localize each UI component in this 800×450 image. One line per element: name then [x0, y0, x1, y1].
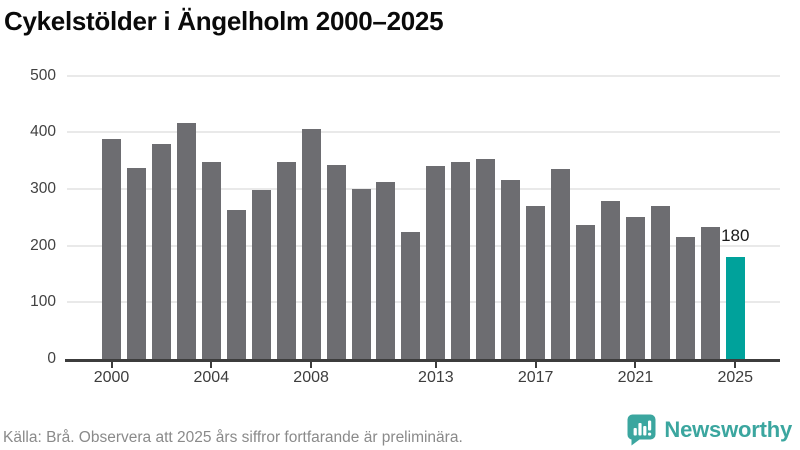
bar-2023	[675, 237, 695, 359]
y-axis-tick-label: 0	[47, 350, 56, 367]
x-axis-tick-label: 2025	[717, 369, 754, 386]
plot-area: 0 100 200 300 400 500 2000 2004 2008 2013 2017 2021…	[30, 66, 780, 386]
bar-2017	[526, 205, 546, 359]
bar-2012	[401, 232, 421, 359]
y-axis-tick-label: 100	[30, 293, 56, 311]
x-axis-tick	[634, 361, 637, 368]
bar-2013	[426, 165, 446, 359]
bar-2007	[276, 161, 296, 359]
y-gridline	[67, 131, 780, 134]
x-axis-tick	[210, 361, 213, 368]
bar-2001	[126, 167, 146, 359]
highlight-value-label: 180	[721, 225, 750, 245]
bar-2009	[326, 165, 346, 359]
bar-2025	[725, 256, 745, 359]
newsworthy-logo: Newsworthy	[626, 413, 792, 446]
x-axis-tick	[110, 361, 113, 368]
x-axis-tick-label: 2004	[193, 369, 230, 386]
bar-2011	[376, 181, 396, 359]
bar-2000	[102, 138, 121, 359]
bar-2002	[151, 143, 171, 359]
x-axis-tick	[434, 361, 437, 368]
source-note: Källa: Brå. Observera att 2025 års siffr…	[3, 429, 463, 446]
y-axis-tick-label: 500	[30, 66, 56, 84]
y-axis-tick-label: 400	[30, 123, 56, 141]
x-axis-line	[65, 359, 780, 362]
bar-2005	[226, 209, 246, 359]
y-gridline	[67, 74, 780, 77]
bar-2014	[451, 161, 471, 359]
y-gridline	[67, 301, 780, 304]
y-axis-tick-label: 200	[30, 236, 56, 254]
y-axis-tick-label: 300	[30, 179, 56, 197]
bar-2020	[601, 201, 620, 359]
x-axis-tick	[734, 361, 737, 368]
bar-2018	[551, 168, 571, 359]
bar-2015	[476, 158, 496, 359]
y-gridline	[67, 244, 780, 247]
x-axis-tick-label: 2013	[418, 369, 454, 386]
bar-2006	[251, 190, 271, 359]
x-axis-tick-label: 2000	[93, 369, 130, 386]
newsworthy-wordmark: Newsworthy	[664, 416, 792, 442]
bar-2022	[650, 205, 670, 359]
x-axis-tick-label: 2008	[293, 369, 329, 386]
x-axis-tick-label: 2017	[517, 369, 554, 386]
bar-2008	[301, 129, 321, 359]
chart-title: Cykelstölder i Ängelholm 2000–2025	[4, 6, 444, 36]
bar-2019	[576, 224, 596, 359]
bar-2021	[625, 216, 645, 359]
bar-2024	[700, 226, 720, 359]
y-gridline	[67, 187, 780, 190]
bar-2003	[176, 122, 196, 359]
x-axis-tick-label: 2021	[617, 369, 654, 386]
bar-2016	[501, 179, 521, 359]
bar-2010	[351, 188, 371, 359]
newsworthy-speech-bubble-chart-icon	[626, 413, 657, 446]
bar-2004	[201, 161, 221, 359]
x-axis-tick	[310, 361, 313, 368]
x-axis-tick	[534, 361, 537, 368]
